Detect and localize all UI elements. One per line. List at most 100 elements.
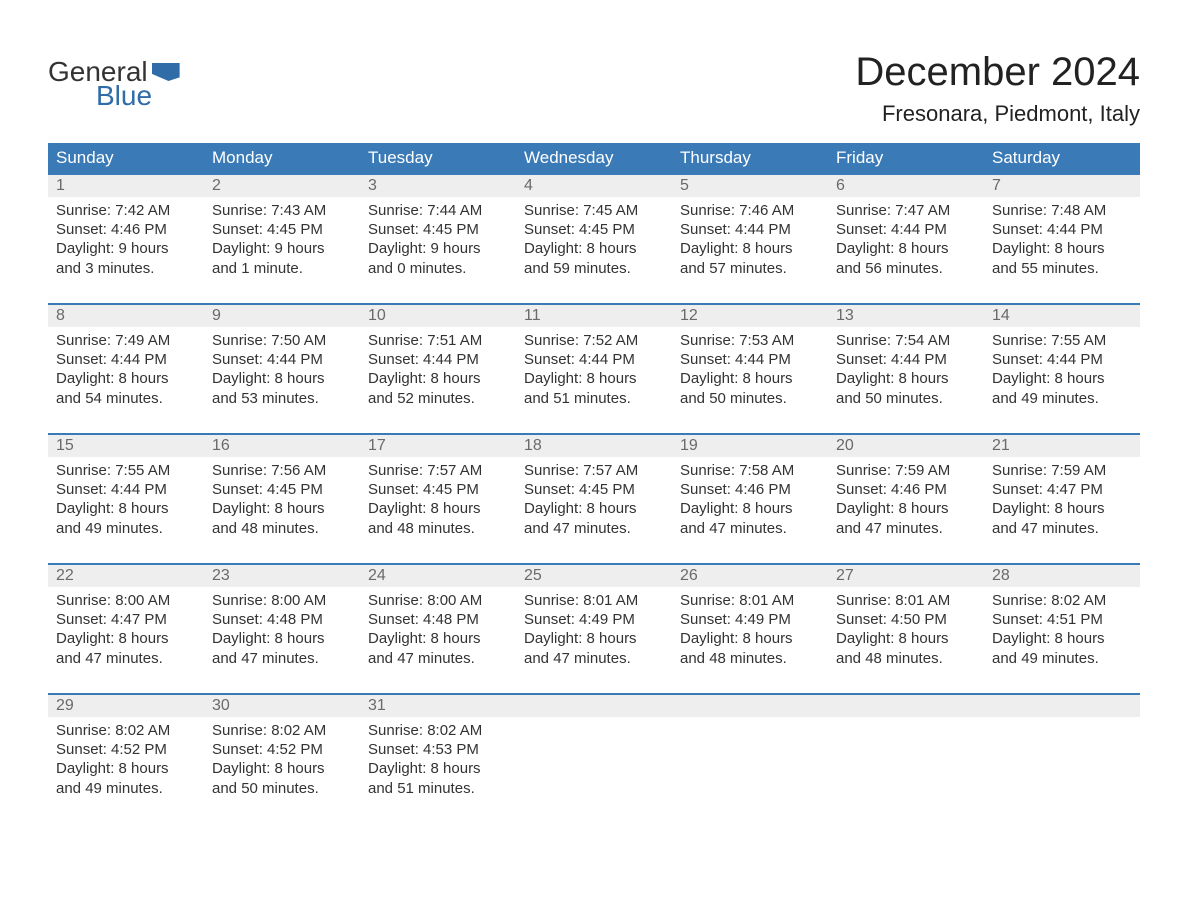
day-cell: 30Sunrise: 8:02 AMSunset: 4:52 PMDayligh…	[204, 695, 360, 811]
day-number: 2	[204, 175, 360, 197]
logo: General Blue	[48, 40, 180, 110]
daylight-line2: and 0 minutes.	[368, 259, 508, 278]
sunset-text: Sunset: 4:49 PM	[680, 610, 820, 629]
sunset-text: Sunset: 4:47 PM	[56, 610, 196, 629]
day-cell: 18Sunrise: 7:57 AMSunset: 4:45 PMDayligh…	[516, 435, 672, 551]
day-cell: 26Sunrise: 8:01 AMSunset: 4:49 PMDayligh…	[672, 565, 828, 681]
daylight-line1: Daylight: 8 hours	[212, 499, 352, 518]
week-row: 8 Sunrise: 7:49 AM Sunset: 4:44 PM Daylight…	[48, 303, 1140, 421]
daylight-line1: Daylight: 8 hours	[836, 499, 976, 518]
day-number: 21	[984, 435, 1140, 457]
day-number: 11	[516, 305, 672, 327]
day-body: Sunrise: 7:50 AMSunset: 4:44 PMDaylight:…	[204, 327, 360, 414]
sunset-text: Sunset: 4:44 PM	[680, 220, 820, 239]
day-cell: 11Sunrise: 7:52 AMSunset: 4:44 PMDayligh…	[516, 305, 672, 421]
daylight-line1: Daylight: 8 hours	[368, 629, 508, 648]
daylight-line1: Daylight: 9 hours	[56, 239, 196, 258]
daylight-line2: and 48 minutes.	[680, 649, 820, 668]
sunset-text: Sunset: 4:45 PM	[524, 220, 664, 239]
day-body: Sunrise: 7:56 AMSunset: 4:45 PMDaylight:…	[204, 457, 360, 544]
flag-icon	[152, 63, 180, 81]
sunrise-text: Sunrise: 7:50 AM	[212, 331, 352, 350]
day-number: 18	[516, 435, 672, 457]
sunrise-text: Sunrise: 7:44 AM	[368, 201, 508, 220]
sunrise-text: Sunrise: 7:53 AM	[680, 331, 820, 350]
day-number: 7	[984, 175, 1140, 197]
sunrise-text: Sunrise: 7:57 AM	[368, 461, 508, 480]
day-cell	[984, 695, 1140, 811]
day-number: 6	[828, 175, 984, 197]
daylight-line2: and 50 minutes.	[836, 389, 976, 408]
daylight-line2: and 47 minutes.	[524, 649, 664, 668]
daylight-line1: Daylight: 8 hours	[56, 499, 196, 518]
daylight-line1: Daylight: 8 hours	[368, 759, 508, 778]
daylight-line1: Daylight: 8 hours	[212, 629, 352, 648]
daylight-line1: Daylight: 8 hours	[56, 759, 196, 778]
day-number: 25	[516, 565, 672, 587]
day-body: Sunrise: 7:44 AMSunset: 4:45 PMDaylight:…	[360, 197, 516, 284]
daylight-line1: Daylight: 8 hours	[368, 369, 508, 388]
sunset-text: Sunset: 4:48 PM	[212, 610, 352, 629]
daylight-line1: Daylight: 8 hours	[524, 239, 664, 258]
sunset-text: Sunset: 4:44 PM	[992, 220, 1132, 239]
daylight-line1: Daylight: 8 hours	[836, 239, 976, 258]
day-number: 22	[48, 565, 204, 587]
day-number: 8	[48, 305, 204, 327]
day-cell: 31Sunrise: 8:02 AMSunset: 4:53 PMDayligh…	[360, 695, 516, 811]
sunrise-text: Sunrise: 7:42 AM	[56, 201, 196, 220]
day-body: Sunrise: 7:57 AMSunset: 4:45 PMDaylight:…	[516, 457, 672, 544]
day-number-empty	[828, 695, 984, 717]
day-cell: 17Sunrise: 7:57 AMSunset: 4:45 PMDayligh…	[360, 435, 516, 551]
daylight-line2: and 57 minutes.	[680, 259, 820, 278]
logo-word-blue: Blue	[96, 82, 180, 110]
day-cell: 24Sunrise: 8:00 AMSunset: 4:48 PMDayligh…	[360, 565, 516, 681]
daylight-line1: Daylight: 8 hours	[992, 499, 1132, 518]
day-body: Sunrise: 7:53 AMSunset: 4:44 PMDaylight:…	[672, 327, 828, 414]
daylight-line1: Daylight: 8 hours	[992, 369, 1132, 388]
calendar: Sunday Monday Tuesday Wednesday Thursday…	[48, 143, 1140, 811]
day-cell: 8Sunrise: 7:49 AMSunset: 4:44 PMDaylight…	[48, 305, 204, 421]
daylight-line1: Daylight: 8 hours	[524, 499, 664, 518]
location-label: Fresonara, Piedmont, Italy	[855, 101, 1140, 127]
day-cell: 22Sunrise: 8:00 AMSunset: 4:47 PMDayligh…	[48, 565, 204, 681]
day-body: Sunrise: 7:57 AMSunset: 4:45 PMDaylight:…	[360, 457, 516, 544]
day-body: Sunrise: 7:42 AMSunset: 4:46 PMDaylight:…	[48, 197, 204, 284]
daylight-line2: and 53 minutes.	[212, 389, 352, 408]
sunrise-text: Sunrise: 7:55 AM	[56, 461, 196, 480]
daylight-line1: Daylight: 8 hours	[524, 629, 664, 648]
daylight-line2: and 59 minutes.	[524, 259, 664, 278]
day-body: Sunrise: 7:47 AMSunset: 4:44 PMDaylight:…	[828, 197, 984, 284]
day-cell: 9Sunrise: 7:50 AMSunset: 4:44 PMDaylight…	[204, 305, 360, 421]
day-number: 15	[48, 435, 204, 457]
sunset-text: Sunset: 4:44 PM	[524, 350, 664, 369]
day-body: Sunrise: 7:55 AMSunset: 4:44 PMDaylight:…	[48, 457, 204, 544]
day-number: 28	[984, 565, 1140, 587]
sunset-text: Sunset: 4:50 PM	[836, 610, 976, 629]
sunrise-text: Sunrise: 7:43 AM	[212, 201, 352, 220]
sunset-text: Sunset: 4:46 PM	[56, 220, 196, 239]
day-body: Sunrise: 7:46 AMSunset: 4:44 PMDaylight:…	[672, 197, 828, 284]
sunrise-text: Sunrise: 7:49 AM	[56, 331, 196, 350]
day-body: Sunrise: 8:00 AMSunset: 4:48 PMDaylight:…	[204, 587, 360, 674]
sunrise-text: Sunrise: 7:57 AM	[524, 461, 664, 480]
month-title: December 2024	[855, 50, 1140, 95]
header-row: General Blue December 2024 Fresonara, Pi…	[48, 40, 1140, 127]
day-body: Sunrise: 8:01 AMSunset: 4:49 PMDaylight:…	[516, 587, 672, 674]
daylight-line2: and 50 minutes.	[212, 779, 352, 798]
sunset-text: Sunset: 4:44 PM	[212, 350, 352, 369]
sunrise-text: Sunrise: 7:45 AM	[524, 201, 664, 220]
daylight-line2: and 48 minutes.	[368, 519, 508, 538]
daylight-line2: and 49 minutes.	[56, 779, 196, 798]
day-number: 13	[828, 305, 984, 327]
day-cell: 15Sunrise: 7:55 AMSunset: 4:44 PMDayligh…	[48, 435, 204, 551]
day-cell: 12Sunrise: 7:53 AMSunset: 4:44 PMDayligh…	[672, 305, 828, 421]
day-cell	[516, 695, 672, 811]
day-body: Sunrise: 8:02 AMSunset: 4:51 PMDaylight:…	[984, 587, 1140, 674]
day-body: Sunrise: 7:48 AMSunset: 4:44 PMDaylight:…	[984, 197, 1140, 284]
week-row: 15Sunrise: 7:55 AMSunset: 4:44 PMDayligh…	[48, 433, 1140, 551]
sunset-text: Sunset: 4:53 PM	[368, 740, 508, 759]
weekday-friday: Friday	[828, 143, 984, 173]
weekday-saturday: Saturday	[984, 143, 1140, 173]
weekday-monday: Monday	[204, 143, 360, 173]
daylight-line2: and 49 minutes.	[56, 519, 196, 538]
